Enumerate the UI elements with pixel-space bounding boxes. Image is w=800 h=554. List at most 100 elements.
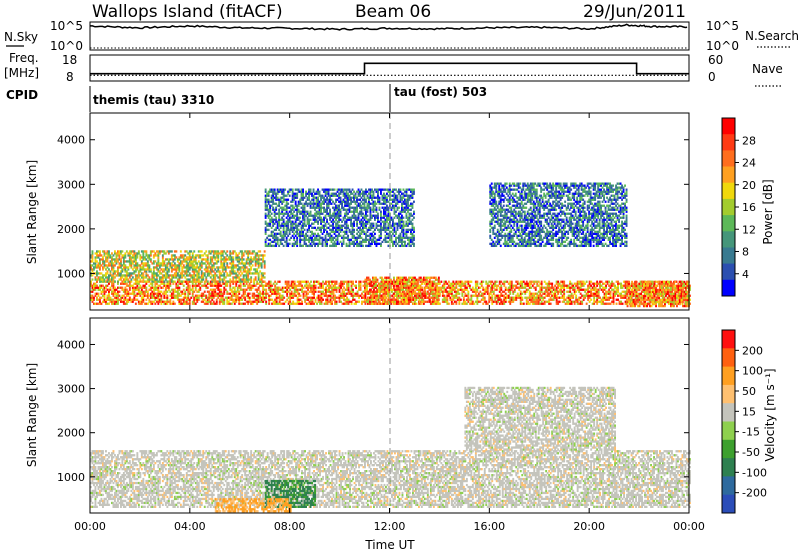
heatmap-cell [583, 285, 585, 287]
heatmap-cell [271, 213, 273, 215]
heatmap-cell [289, 299, 291, 301]
heatmap-cell [214, 278, 216, 280]
heatmap-cell [264, 272, 266, 274]
heatmap-cell [360, 287, 362, 289]
heatmap-cell [304, 197, 306, 199]
heatmap-cell [523, 303, 525, 305]
heatmap-cell [163, 283, 165, 285]
heatmap-cell [491, 281, 493, 283]
heatmap-cell [298, 225, 300, 227]
heatmap-cell [295, 235, 297, 237]
heatmap-cell [304, 223, 306, 225]
heatmap-cell [334, 295, 336, 297]
heatmap-cell [238, 260, 240, 262]
heatmap-cell [307, 205, 309, 207]
heatmap-cell [95, 295, 97, 297]
heatmap-cell [120, 260, 122, 262]
heatmap-cell [241, 299, 243, 301]
heatmap-cell [225, 252, 227, 254]
heatmap-cell [272, 201, 274, 203]
heatmap-cell [222, 280, 224, 282]
heatmap-cell [177, 260, 179, 262]
heatmap-cell [175, 283, 177, 285]
heatmap-cell [317, 221, 319, 223]
heatmap-cell [147, 297, 149, 299]
heatmap-cell [292, 235, 294, 237]
heatmap-cell [136, 285, 138, 287]
heatmap-cell [326, 211, 328, 213]
heatmap-cell [96, 297, 98, 299]
heatmap-cell [315, 285, 317, 287]
heatmap-cell [307, 299, 309, 301]
heatmap-cell [195, 287, 197, 289]
heatmap-cell [181, 272, 183, 274]
heatmap-cell [301, 285, 303, 287]
heatmap-cell [296, 207, 298, 209]
heatmap-cell [556, 295, 558, 297]
heatmap-cell [479, 291, 481, 293]
heatmap-cell [145, 252, 147, 254]
heatmap-cell [162, 258, 164, 260]
heatmap-cell [319, 191, 321, 193]
heatmap-cell [160, 272, 162, 274]
heatmap-cell [322, 287, 324, 289]
heatmap-cell [119, 295, 121, 297]
heatmap-cell [192, 289, 194, 291]
heatmap-cell [199, 287, 201, 289]
heatmap-cell [247, 274, 249, 276]
heatmap-cell [348, 283, 350, 285]
heatmap-cell [240, 268, 242, 270]
heatmap-cell [509, 303, 511, 305]
heatmap-cell [305, 225, 307, 227]
heatmap-cell [514, 291, 516, 293]
heatmap-cell [327, 303, 329, 305]
heatmap-cell [258, 299, 260, 301]
heatmap-cell [446, 301, 448, 303]
heatmap-cell [119, 254, 121, 256]
heatmap-cell [234, 303, 236, 305]
heatmap-cell [348, 285, 350, 287]
heatmap-cell [123, 262, 125, 264]
heatmap-cell [469, 285, 471, 287]
heatmap-cell [160, 297, 162, 299]
heatmap-cell [270, 287, 272, 289]
heatmap-cell [325, 201, 327, 203]
heatmap-cell [604, 289, 606, 291]
heatmap-cell [364, 291, 366, 293]
heatmap-cell [162, 254, 164, 256]
heatmap-cell [165, 252, 167, 254]
heatmap-cell [289, 207, 291, 209]
heatmap-cell [189, 293, 191, 295]
heatmap-cell [320, 229, 322, 231]
heatmap-cell [269, 225, 271, 227]
heatmap-cell [113, 285, 115, 287]
heatmap-cell [515, 285, 517, 287]
heatmap-cell [467, 283, 469, 285]
heatmap-cell [195, 256, 197, 258]
heatmap-cell [166, 295, 168, 297]
heatmap-cell [121, 287, 123, 289]
heatmap-cell [228, 301, 230, 303]
heatmap-cell [458, 297, 460, 299]
heatmap-cell [503, 303, 505, 305]
heatmap-cell [157, 280, 159, 282]
heatmap-cell [548, 301, 550, 303]
heatmap-cell [500, 299, 502, 301]
heatmap-cell [554, 293, 556, 295]
heatmap-cell [348, 299, 350, 301]
heatmap-cell [327, 297, 329, 299]
heatmap-cell [625, 285, 627, 287]
heatmap-cell [265, 189, 267, 191]
heatmap-cell [293, 207, 295, 209]
heatmap-cell [533, 295, 535, 297]
heatmap-cell [110, 272, 112, 274]
heatmap-cell [252, 287, 254, 289]
heatmap-cell [92, 264, 94, 266]
heatmap-cell [219, 283, 221, 285]
heatmap-cell [154, 252, 156, 254]
heatmap-cell [126, 276, 128, 278]
heatmap-cell [550, 297, 552, 299]
heatmap-cell [130, 258, 132, 260]
heatmap-cell [113, 268, 115, 270]
heatmap-cell [460, 299, 462, 301]
